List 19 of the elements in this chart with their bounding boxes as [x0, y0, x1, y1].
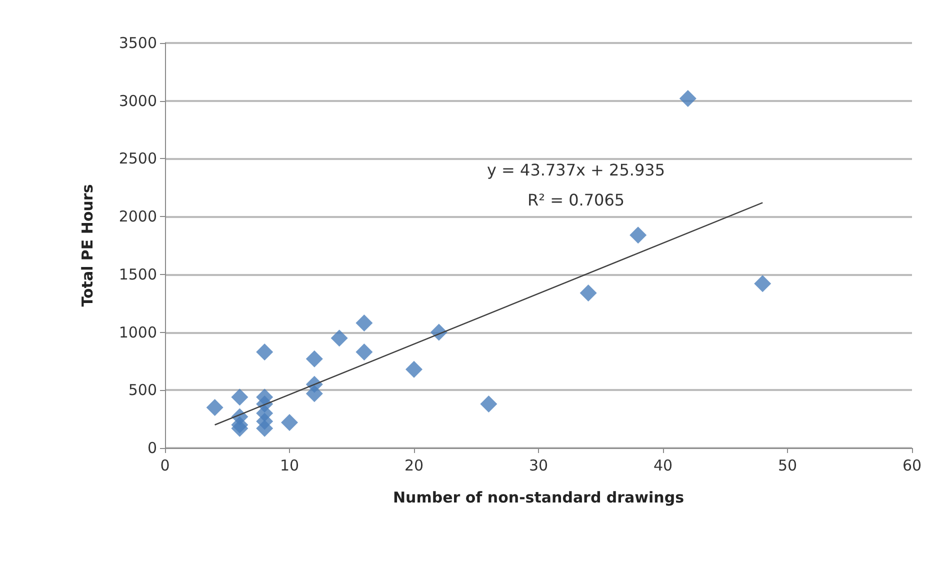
y-axis-title: Total PE Hours: [78, 184, 96, 307]
y-tick-label: 500: [128, 381, 157, 400]
y-tick-label: 3500: [118, 34, 157, 52]
y-tick-label: 2500: [118, 150, 157, 168]
x-tick-label: 10: [280, 456, 300, 474]
y-tick-label: 1500: [118, 265, 157, 284]
x-axis-title: Number of non-standard drawings: [392, 488, 684, 506]
annotation: R² = 0.7065: [527, 190, 625, 210]
y-tick-label: 0: [147, 439, 157, 457]
annotation: y = 43.737x + 25.935: [486, 160, 666, 180]
x-tick-label: 60: [902, 456, 922, 474]
x-tick-label: 0: [160, 456, 170, 474]
x-tick-label: 30: [528, 456, 548, 474]
y-tick-label: 2000: [118, 208, 157, 226]
x-tick-label: 50: [778, 456, 798, 474]
y-tick-label: 3000: [118, 92, 157, 110]
x-tick-label: 40: [653, 456, 673, 474]
y-tick-label: 1000: [118, 323, 157, 342]
x-tick-label: 20: [404, 456, 424, 474]
